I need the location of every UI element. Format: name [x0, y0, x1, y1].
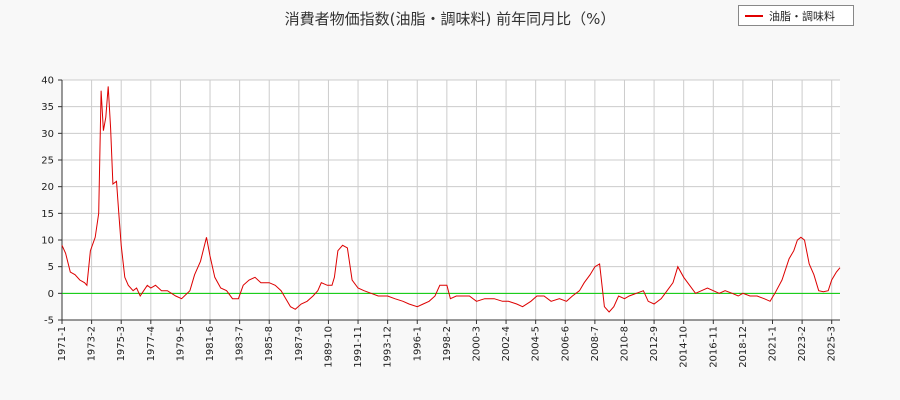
y-tick-label: 15: [41, 209, 54, 220]
y-tick-label: 30: [41, 129, 54, 140]
x-tick-label: 2006-6: [560, 326, 571, 361]
y-tick-label: 10: [41, 236, 54, 247]
legend-swatch: [745, 14, 763, 17]
x-tick-label: 2018-12: [738, 326, 749, 368]
x-tick-label: 2002-4: [501, 326, 512, 361]
y-tick-label: 35: [41, 102, 54, 113]
x-tick-label: 2012-9: [649, 326, 660, 361]
x-tick-label: 2010-8: [619, 326, 630, 361]
x-tick-label: 1973-2: [87, 326, 98, 361]
y-tick-label: 0: [48, 289, 54, 300]
x-tick-label: 2000-3: [471, 326, 482, 361]
y-tick-label: 20: [41, 182, 54, 193]
plot-area: [62, 80, 840, 320]
x-tick-label: 1985-8: [264, 326, 275, 361]
legend: 油脂・調味料: [738, 5, 854, 26]
y-tick-label: -5: [44, 316, 54, 327]
y-tick-label: 25: [41, 156, 54, 167]
x-tick-label: 1996-1: [412, 326, 423, 361]
x-tick-label: 1981-6: [205, 326, 216, 361]
y-tick-label: 40: [41, 76, 54, 87]
x-tick-label: 1971-1: [57, 326, 68, 361]
x-tick-label: 1991-11: [353, 326, 364, 368]
x-tick-label: 2021-1: [768, 326, 779, 361]
x-tick-label: 2025-3: [827, 326, 838, 361]
x-tick-label: 1993-12: [383, 326, 394, 368]
series-line: [61, 86, 841, 313]
x-tick-label: 1987-9: [294, 326, 305, 361]
x-tick-label: 1979-5: [175, 326, 186, 361]
x-tick-label: 2023-2: [797, 326, 808, 361]
x-tick-label: 1975-3: [116, 326, 127, 361]
legend-label: 油脂・調味料: [769, 9, 835, 23]
x-tick-label: 1989-10: [323, 326, 334, 368]
x-tick-label: 2008-7: [590, 326, 601, 361]
x-tick-label: 1983-7: [235, 326, 246, 361]
x-tick-label: 1977-4: [146, 326, 157, 361]
x-tick-label: 1998-2: [442, 326, 453, 361]
x-tick-label: 2016-11: [708, 326, 719, 368]
x-tick-label: 2014-10: [679, 326, 690, 368]
chart-title: 消費者物価指数(油脂・調味料) 前年同月比（%）: [284, 10, 616, 28]
y-tick-label: 5: [48, 262, 54, 273]
x-tick-label: 2004-5: [531, 326, 542, 361]
